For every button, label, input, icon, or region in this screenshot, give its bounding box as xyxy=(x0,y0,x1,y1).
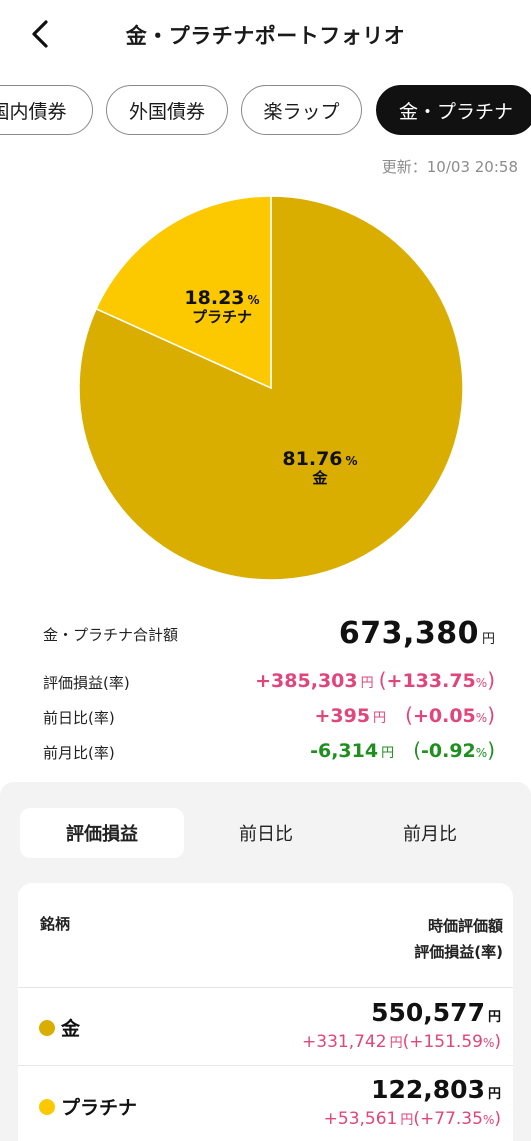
total-value: 673,380 xyxy=(338,616,479,651)
gain-amount: +385,303 xyxy=(255,670,358,692)
chevron-left-icon xyxy=(29,19,51,53)
summary-row-monthly: 前月比(率) -6,314 円 (-0.92%) xyxy=(43,738,495,762)
total-label: 金・プラチナ合計額 xyxy=(43,626,179,644)
monthly-amount: -6,314 xyxy=(310,740,379,762)
metric-segment-control: 評価損益 前日比 前月比 xyxy=(20,808,512,860)
table-row[interactable]: 金 550,577 円 +331,742 円(+151.59%) xyxy=(18,988,513,1066)
pie-label-platinum: 18.23% プラチナ xyxy=(174,287,270,325)
column-name-header: 銘柄 xyxy=(40,915,71,933)
column-gain-header: 評価損益(率) xyxy=(414,943,503,961)
page-title: 金・プラチナポートフォリオ xyxy=(125,24,406,48)
platinum-color-dot xyxy=(39,1099,55,1115)
updated-timestamp: 更新：10/03 20:58 xyxy=(381,158,518,176)
tab-domestic-bonds[interactable]: 国内債券 xyxy=(0,85,93,135)
summary-row-gain: 評価損益(率) +385,303 円 (+133.75%) xyxy=(43,668,495,692)
platinum-name: プラチナ xyxy=(191,308,252,326)
gold-color-dot xyxy=(39,1020,55,1036)
pie-slice-gold xyxy=(78,195,464,581)
column-market-value-header: 時価評価額 xyxy=(427,917,503,935)
header: 金・プラチナポートフォリオ xyxy=(0,0,531,72)
portfolio-pie-chart: 81.76% 金 18.23% プラチナ xyxy=(78,195,464,581)
gain-rate: +133.75 xyxy=(386,670,476,692)
holdings-panel: 評価損益 前日比 前月比 銘柄 時価評価額 評価損益(率) 金 550,577 円… xyxy=(0,782,531,1141)
gold-name: 金 xyxy=(312,469,328,487)
table-header: 銘柄 時価評価額 評価損益(率) xyxy=(18,883,513,988)
segment-valuation-gain[interactable]: 評価損益 xyxy=(20,808,184,858)
pie-slice-platinum xyxy=(95,195,272,390)
tab-raku-wrap[interactable]: 楽ラップ xyxy=(241,85,362,135)
tab-gold-platinum[interactable]: 金・プラチナ xyxy=(376,85,531,135)
back-button[interactable] xyxy=(22,18,58,54)
total-row: 金・プラチナ合計額 673,380 円 xyxy=(43,616,495,651)
holdings-table: 銘柄 時価評価額 評価損益(率) 金 550,577 円 +331,742 円(+1… xyxy=(18,883,513,1141)
pie-label-gold: 81.76% 金 xyxy=(280,448,360,486)
monthly-rate: -0.92 xyxy=(421,740,476,762)
platinum-percent: 18.23 xyxy=(184,287,245,309)
segment-daily-change[interactable]: 前日比 xyxy=(239,824,293,845)
tab-foreign-bonds[interactable]: 外国債券 xyxy=(106,85,228,135)
daily-amount: +395 xyxy=(314,705,371,727)
pie-svg xyxy=(78,195,464,581)
daily-rate: +0.05 xyxy=(412,705,476,727)
gold-percent: 81.76 xyxy=(282,448,343,470)
category-tabs: 国内債券 外国債券 楽ラップ 金・プラチナ xyxy=(0,85,531,137)
segment-monthly-change[interactable]: 前月比 xyxy=(403,824,457,845)
summary-row-daily: 前日比(率) +395 円 (+0.05%) xyxy=(43,703,495,727)
table-row[interactable]: プラチナ 122,803 円 +53,561 円(+77.35%) xyxy=(18,1067,513,1141)
